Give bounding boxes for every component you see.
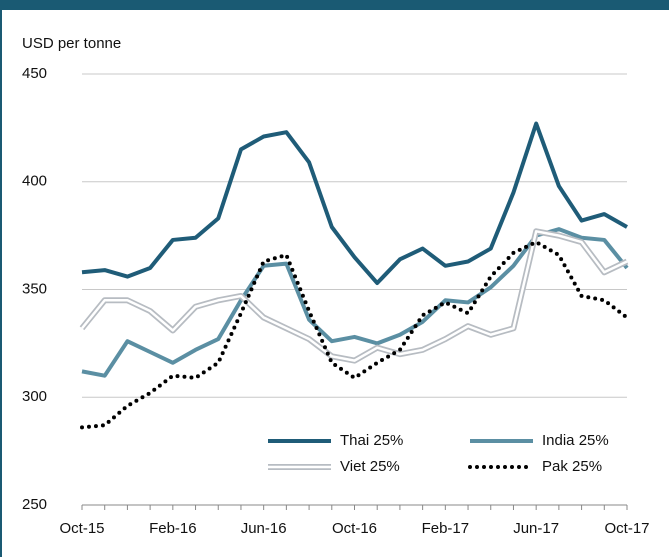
frame-border xyxy=(0,0,2,557)
y-tick-label: 450 xyxy=(22,65,47,82)
legend-label: India 25% xyxy=(542,432,609,449)
y-tick-label: 250 xyxy=(22,496,47,513)
x-tick-label: Oct-17 xyxy=(604,520,649,537)
y-axis-label: USD per tonne xyxy=(22,35,121,52)
x-tick-label: Feb-16 xyxy=(149,520,197,537)
x-tick-label: Jun-17 xyxy=(513,520,559,537)
series-line-inner xyxy=(81,230,628,362)
x-tick-label: Feb-17 xyxy=(422,520,470,537)
legend-label: Pak 25% xyxy=(542,458,602,475)
x-tick-label: Jun-16 xyxy=(241,520,287,537)
legend-label: Thai 25% xyxy=(340,432,403,449)
legend-label: Viet 25% xyxy=(340,458,400,475)
y-tick-label: 400 xyxy=(22,173,47,190)
x-tick-label: Oct-15 xyxy=(59,520,104,537)
x-tick-label: Oct-16 xyxy=(332,520,377,537)
series-line xyxy=(81,121,628,286)
y-tick-label: 300 xyxy=(22,388,47,405)
header-bar xyxy=(0,0,669,10)
y-tick-label: 350 xyxy=(22,280,47,297)
series-line xyxy=(80,240,629,430)
